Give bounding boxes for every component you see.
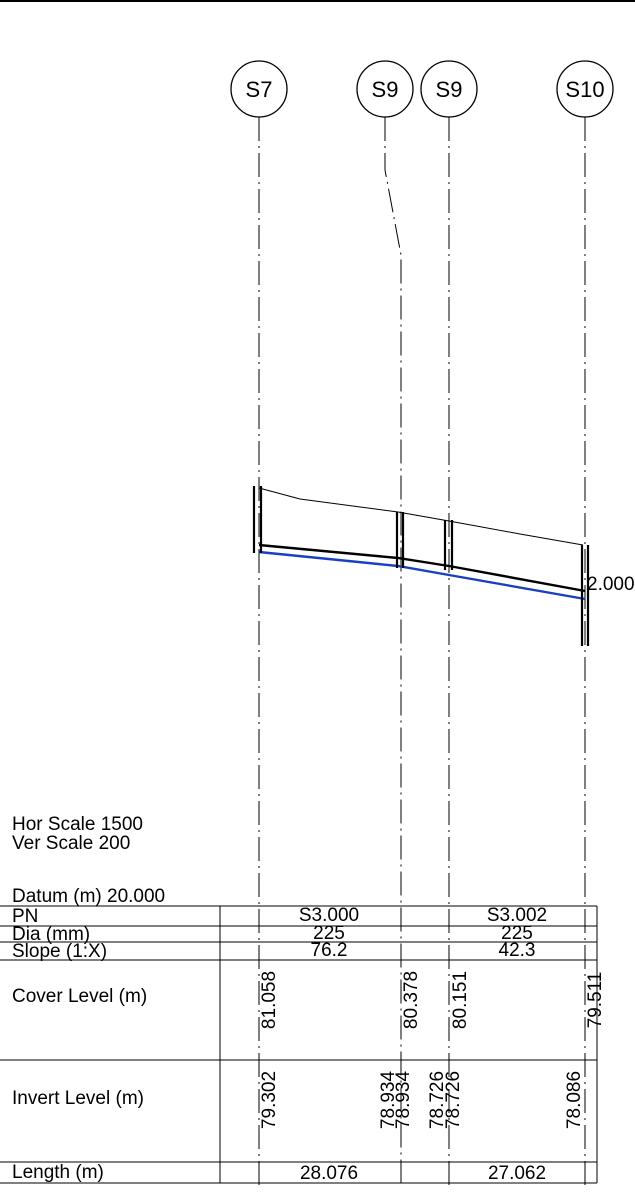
datum-label: Datum (m) 20.000 <box>12 886 165 907</box>
manhole-bubble-s10: S10 <box>556 60 614 118</box>
manhole-label: S9 <box>372 77 399 102</box>
ver-scale-label: Ver Scale 200 <box>12 833 130 854</box>
cover-level-value: 79.511 <box>585 972 606 1029</box>
manhole-bubble-s9-b: S9 <box>420 60 478 118</box>
cover-level-value: 81.058 <box>259 971 280 1029</box>
manhole-centerlines <box>258 117 586 1188</box>
invert-level-value: 78.934 <box>393 1071 414 1130</box>
ground-cover-line <box>258 487 584 546</box>
data-table-grid <box>0 905 598 1184</box>
pipe-length-value: 27.062 <box>488 1163 546 1184</box>
invert-level-value: 78.086 <box>564 1071 585 1129</box>
pipe-pn-value: S3.002 <box>487 905 547 926</box>
row-label-dia: Dia (mm) <box>12 924 90 945</box>
manhole-chamber-s10 <box>580 545 590 646</box>
row-label-slope: Slope (1:X) <box>12 941 107 962</box>
row-label-pn: PN <box>12 906 38 927</box>
pipe-pn-value: S3.000 <box>299 905 359 926</box>
manhole-bubble-s9-a: S9 <box>356 60 414 118</box>
row-label-invert: Invert Level (m) <box>12 1088 144 1109</box>
pipe-slope-value: 42.3 <box>499 940 536 961</box>
cover-level-value: 80.151 <box>450 971 471 1029</box>
invert-level-value: 78.726 <box>443 1071 464 1129</box>
pipe-soffit-line <box>258 543 586 593</box>
pipe-dia-value: 225 <box>501 923 533 944</box>
manhole-chamber-s7 <box>252 486 263 553</box>
invert-level-value: 78.934 <box>378 1071 399 1130</box>
pipe-invert-line <box>258 550 586 601</box>
manhole-chamber-s9-a <box>395 512 405 568</box>
invert-level-value: 78.726 <box>427 1071 448 1129</box>
manhole-label: S10 <box>565 77 604 102</box>
row-label-length: Length (m) <box>12 1162 104 1183</box>
manhole-bubble-s7: S7 <box>230 60 288 118</box>
manhole-label: S9 <box>436 77 463 102</box>
centerline-s9-a <box>384 117 402 1188</box>
row-label-cover: Cover Level (m) <box>12 986 147 1007</box>
invert-level-value: 79.302 <box>259 1071 280 1129</box>
hor-scale-label: Hor Scale 1500 <box>12 814 143 835</box>
pipe-length-value: 28.076 <box>300 1163 358 1184</box>
pipe-slope-value: 76.2 <box>311 940 348 961</box>
cover-level-value: 80.378 <box>401 971 422 1029</box>
pipe-dia-value: 225 <box>313 923 345 944</box>
manhole-chamber-s9-b <box>443 520 454 570</box>
manhole-label: S7 <box>246 77 273 102</box>
cut-off-level-label: 2.000 <box>587 574 635 595</box>
